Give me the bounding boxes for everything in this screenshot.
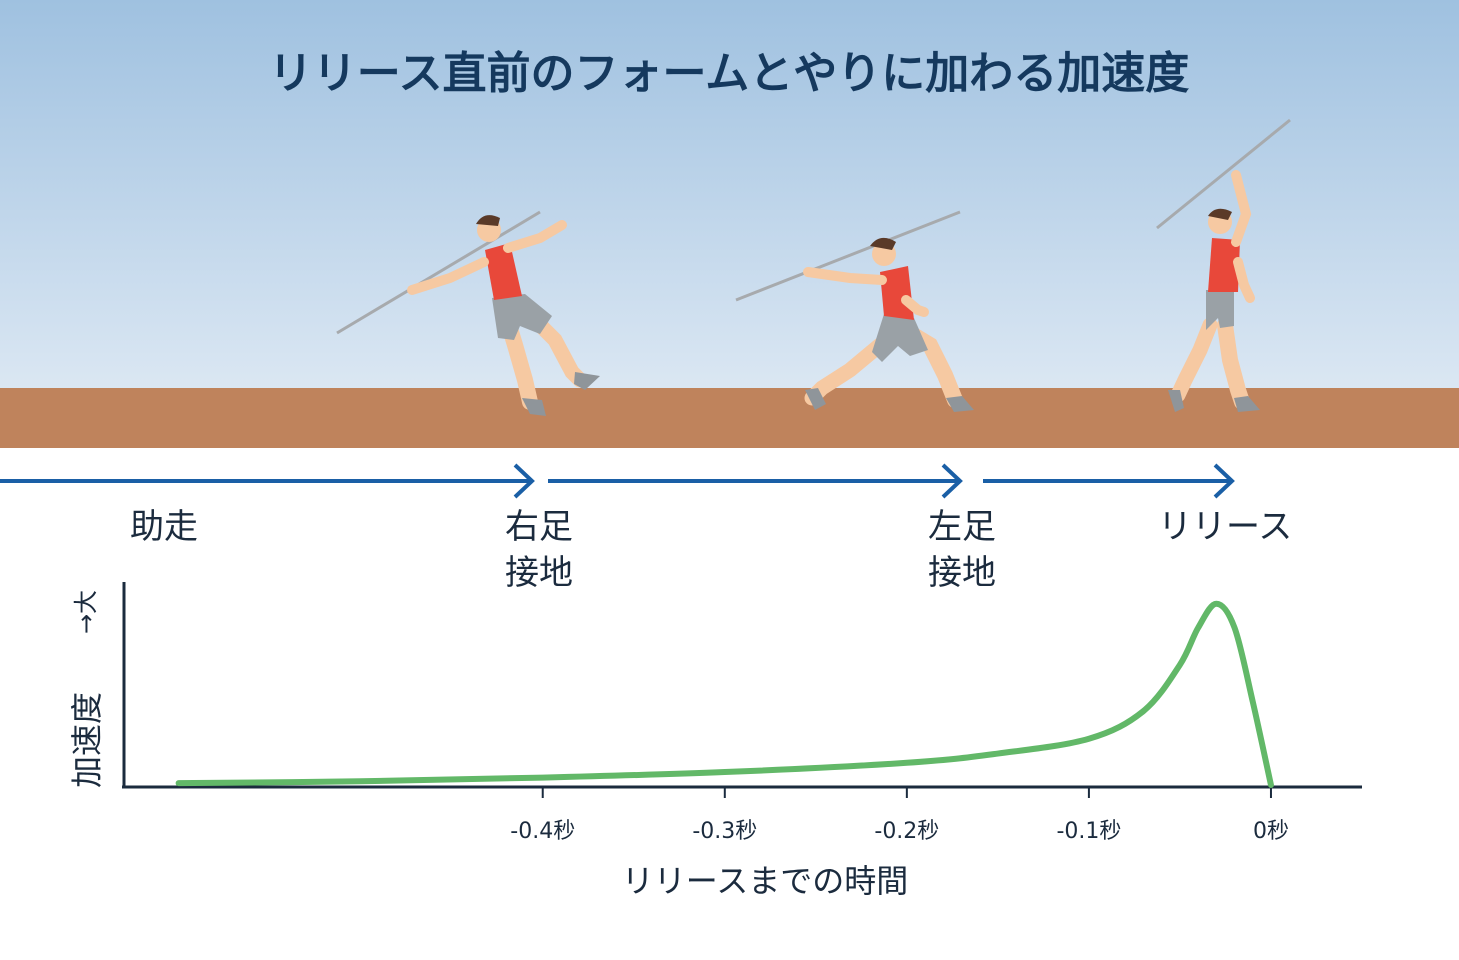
x-tick-label: -0.4秒: [510, 819, 575, 844]
phase-label-run-up: 助走: [130, 507, 198, 547]
arrow-to-release: [983, 463, 1235, 499]
phase-arrows: [0, 463, 1235, 499]
acceleration-curve: [175, 600, 1274, 788]
x-tick-label: 0秒: [1253, 819, 1289, 844]
athlete-release: [1156, 118, 1291, 412]
phase-label-right-foot-contact: 右足 接地: [505, 507, 584, 593]
arrow-to-left-foot: [548, 463, 963, 499]
x-ticks: -0.4秒 -0.3秒 -0.2秒 -0.1秒 0秒: [510, 787, 1289, 844]
acceleration-chart: -0.4秒 -0.3秒 -0.2秒 -0.1秒 0秒 加速度 →大 リリースまでの時間: [68, 582, 1362, 900]
track-ground: [0, 388, 1459, 448]
phase-label-left-foot-contact: 左足 接地: [928, 507, 1007, 593]
athlete-left-foot-contact: [735, 210, 974, 412]
phase-label-release: リリース: [1158, 507, 1292, 547]
y-axis-direction-label: →大: [72, 590, 100, 634]
x-tick-label: -0.1秒: [1056, 819, 1121, 844]
arrow-run-up: [0, 463, 535, 499]
athlete-right-foot-contact: [336, 210, 600, 416]
y-axis-label: 加速度: [68, 692, 106, 788]
diagram-title: リリース直前のフォームとやりに加わる加速度: [269, 48, 1189, 99]
x-tick-label: -0.3秒: [692, 819, 757, 844]
x-axis-label: リリースまでの時間: [622, 862, 908, 900]
x-tick-label: -0.2秒: [874, 819, 939, 844]
